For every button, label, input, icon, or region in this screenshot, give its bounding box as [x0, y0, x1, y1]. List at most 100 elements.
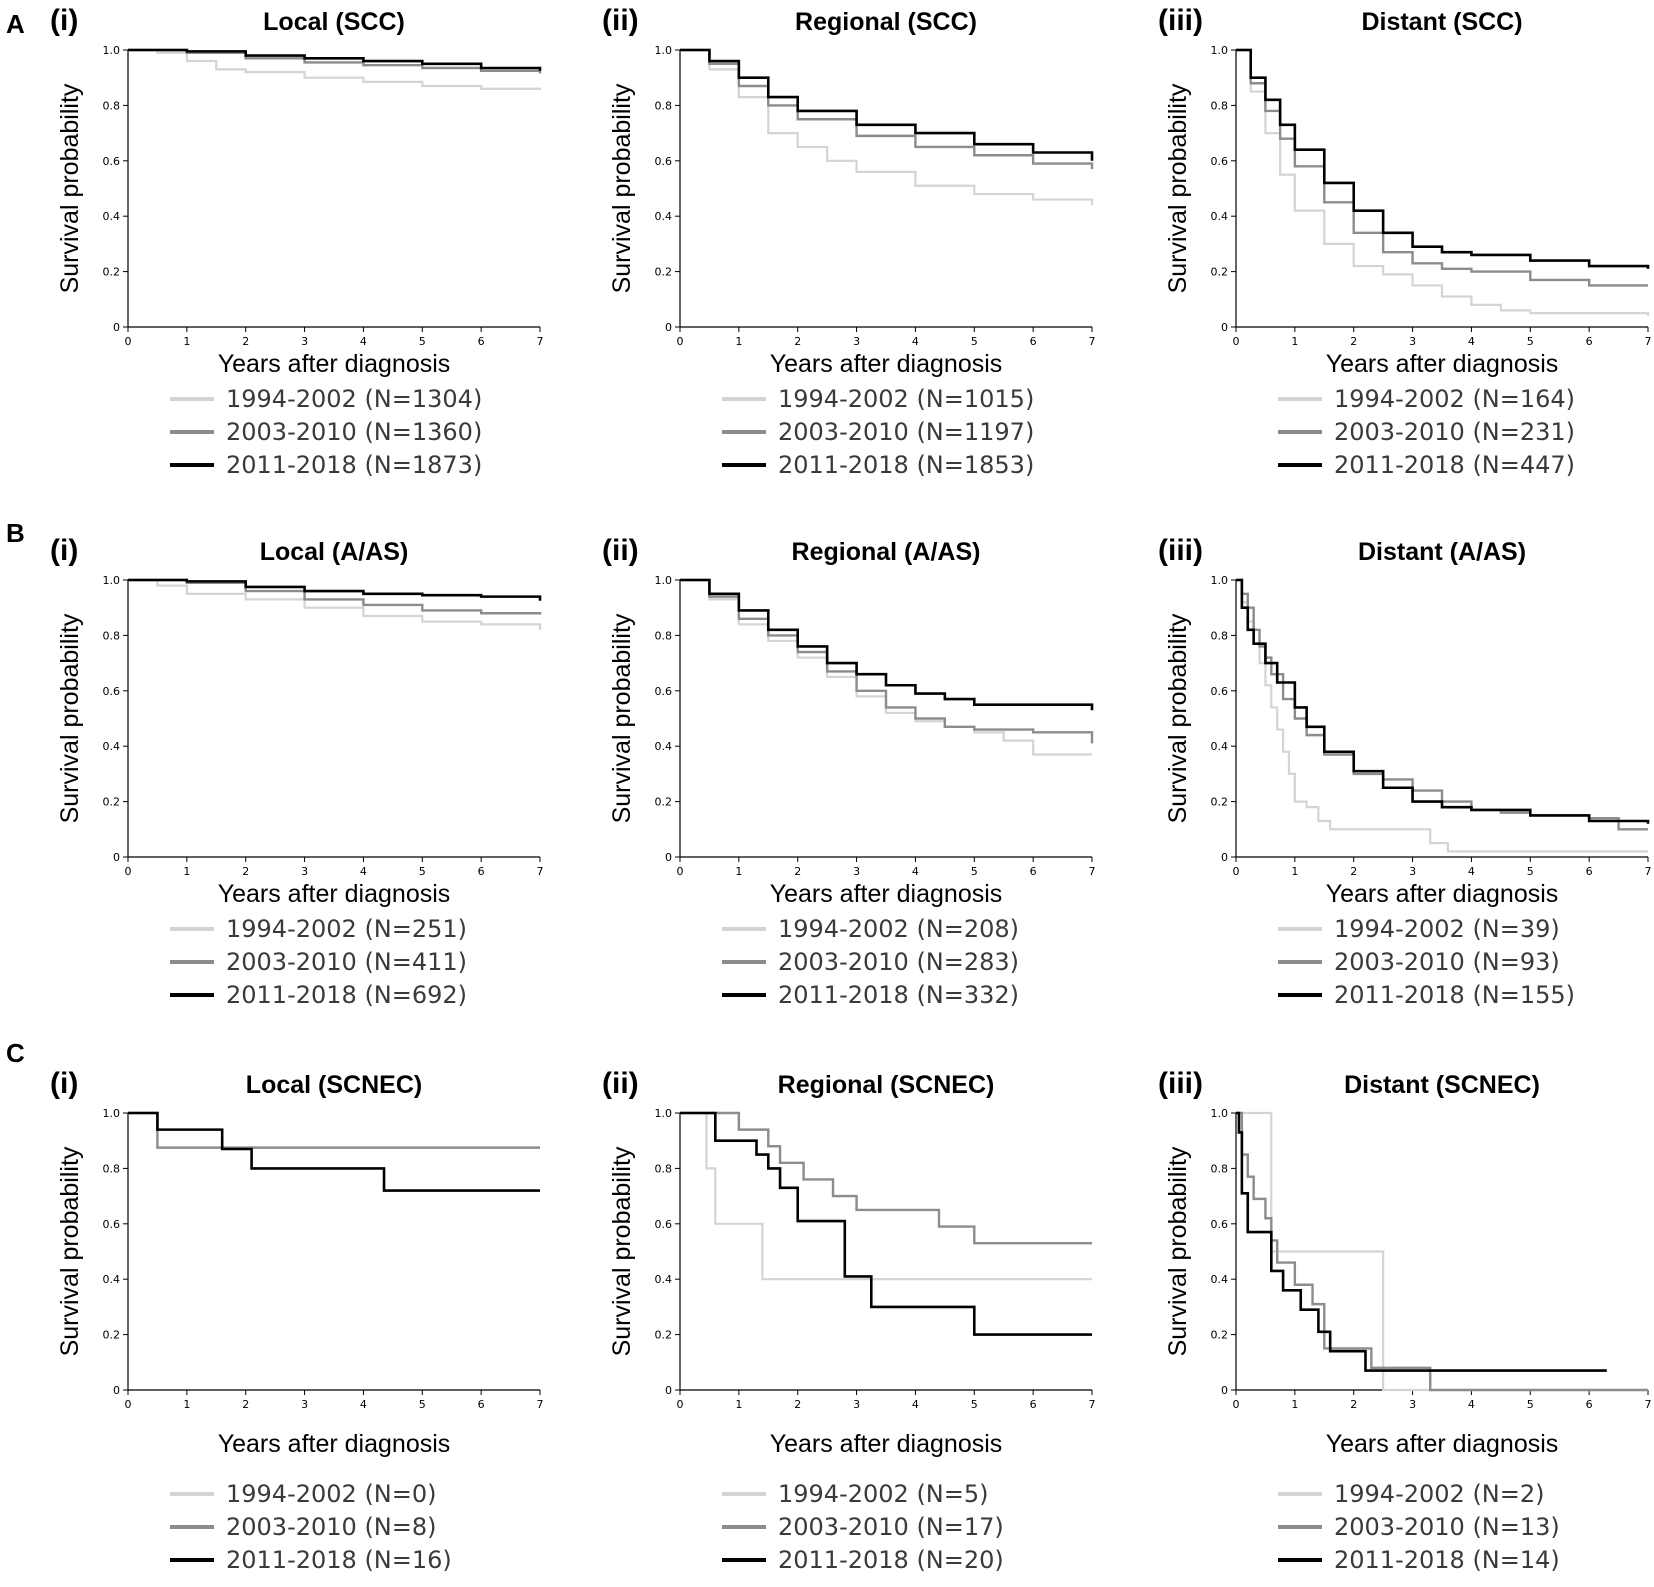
x-tick-label: 5 [1527, 1398, 1534, 1411]
survival-curve-3 [128, 1111, 540, 1192]
survival-curve-1 [1236, 48, 1650, 316]
x-tick-label: 5 [971, 865, 978, 878]
y-tick-label: 0.6 [1211, 1218, 1229, 1231]
y-tick-label: 0.6 [655, 1218, 673, 1231]
y-tick-label: 0.4 [103, 210, 121, 223]
y-tick-label: 0 [665, 1384, 672, 1397]
y-tick-label: 0.4 [1211, 1273, 1229, 1286]
y-tick-label: 0.6 [103, 1218, 121, 1231]
survival-curve-2 [128, 578, 542, 615]
survival-curve-3 [680, 578, 1094, 711]
legend-entry: 2003-2010 (N=1197) [778, 418, 1034, 446]
panel-c-i: (i) Local (SCNEC) 0 0.2 0.4 0.6 0.8 1.0 0 1 2 3 4 5 6 7… [50, 1067, 544, 1574]
row-label-a: A [6, 9, 25, 39]
y-tick-label: 1.0 [1211, 44, 1229, 57]
panel-title: Local (SCNEC) [246, 1071, 422, 1099]
survival-curve-1 [128, 48, 542, 91]
panel-b-ii: (ii) Regional (A/AS) 0 0.2 0.4 0.6 0.8 1.0 0 1 2 3 4… [602, 534, 1096, 1009]
panel-c-iii: (iii) Distant (SCNEC) 0 0.2 0.4 0.6 0.8 1.0 0 1 2 3… [1158, 1067, 1652, 1574]
x-tick-label: 2 [242, 865, 249, 878]
legend-entry: 2003-2010 (N=283) [778, 948, 1019, 976]
panel-number: (ii) [602, 534, 639, 567]
y-axis-label: Survival probability [56, 613, 84, 823]
y-axis-label: Survival probability [608, 1146, 636, 1356]
panel-number: (ii) [602, 1067, 639, 1100]
x-tick-label: 5 [1527, 865, 1534, 878]
x-tick-label: 0 [1233, 1398, 1240, 1411]
y-tick-label: 1.0 [1211, 1107, 1229, 1120]
x-tick-label: 7 [1645, 335, 1652, 348]
legend-entry: 2003-2010 (N=13) [1334, 1513, 1560, 1541]
x-tick-label: 5 [1527, 335, 1534, 348]
x-tick-label: 2 [242, 335, 249, 348]
y-tick-label: 0.2 [1211, 1329, 1229, 1342]
legend-entry: 2003-2010 (N=8) [226, 1513, 437, 1541]
y-tick-label: 0.2 [103, 266, 121, 279]
y-axis-label: Survival probability [1164, 613, 1192, 823]
x-tick-label: 4 [1468, 335, 1475, 348]
y-tick-label: 0.4 [655, 740, 673, 753]
x-tick-label: 3 [301, 335, 308, 348]
y-tick-label: 0.8 [1211, 629, 1229, 642]
x-tick-label: 1 [1291, 335, 1298, 348]
x-tick-label: 5 [971, 1398, 978, 1411]
panel-number: (ii) [602, 4, 639, 37]
x-tick-label: 6 [1030, 865, 1037, 878]
x-tick-label: 6 [478, 1398, 485, 1411]
x-tick-label: 6 [1586, 865, 1593, 878]
x-tick-label: 0 [1233, 335, 1240, 348]
y-tick-label: 0 [665, 321, 672, 334]
panel-number: (i) [50, 534, 78, 567]
axes [679, 50, 1092, 328]
x-tick-label: 6 [478, 335, 485, 348]
legend-entry: 2011-2018 (N=692) [226, 981, 467, 1009]
x-tick-label: 4 [360, 865, 367, 878]
y-tick-label: 0 [1221, 321, 1228, 334]
panel-c-ii: (ii) Regional (SCNEC) 0 0.2 0.4 0.6 0.8 1.0 0 1 2 3… [602, 1067, 1096, 1574]
x-tick-label: 7 [537, 335, 544, 348]
panel-title: Distant (SCC) [1361, 8, 1522, 36]
y-tick-label: 1.0 [1211, 574, 1229, 587]
x-tick-label: 1 [183, 865, 190, 878]
x-tick-label: 2 [1350, 865, 1357, 878]
y-axis-label: Survival probability [608, 83, 636, 293]
survival-curve-1 [680, 48, 1094, 206]
panel-title: Local (SCC) [263, 8, 405, 36]
y-tick-label: 1.0 [655, 1107, 673, 1120]
x-tick-label: 4 [912, 865, 919, 878]
y-tick-label: 0.8 [655, 629, 673, 642]
y-tick-label: 0.2 [655, 796, 673, 809]
axes [127, 1113, 540, 1391]
panel-number: (iii) [1158, 534, 1203, 567]
y-tick-label: 0.4 [103, 740, 121, 753]
x-tick-label: 7 [1645, 865, 1652, 878]
survival-curve-3 [1236, 578, 1650, 824]
survival-curve-2 [1236, 1111, 1648, 1392]
y-tick-label: 0.8 [655, 99, 673, 112]
x-tick-label: 5 [419, 1398, 426, 1411]
y-axis-label: Survival probability [56, 1146, 84, 1356]
legend-entry: 2003-2010 (N=231) [1334, 418, 1575, 446]
panel-title: Distant (A/AS) [1358, 538, 1526, 566]
panel-title: Local (A/AS) [260, 538, 409, 566]
y-tick-label: 0.2 [1211, 266, 1229, 279]
x-tick-label: 1 [735, 865, 742, 878]
x-tick-label: 2 [242, 1398, 249, 1411]
panel-number: (iii) [1158, 4, 1203, 37]
legend-entry: 1994-2002 (N=5) [778, 1480, 989, 1508]
x-tick-label: 0 [677, 1398, 684, 1411]
x-axis-label: Years after diagnosis [770, 880, 1003, 908]
legend-entry: 2011-2018 (N=155) [1334, 981, 1575, 1009]
legend-entry: 1994-2002 (N=0) [226, 1480, 437, 1508]
legend-entry: 1994-2002 (N=1304) [226, 385, 482, 413]
y-tick-label: 0.6 [655, 685, 673, 698]
panel-title: Regional (A/AS) [792, 538, 981, 566]
legend-entry: 2011-2018 (N=332) [778, 981, 1019, 1009]
y-tick-label: 0 [1221, 851, 1228, 864]
y-tick-label: 1.0 [103, 1107, 121, 1120]
y-tick-label: 0.4 [655, 1273, 673, 1286]
y-tick-label: 0 [113, 1384, 120, 1397]
legend-entry: 2003-2010 (N=93) [1334, 948, 1560, 976]
x-axis-label: Years after diagnosis [1326, 350, 1559, 378]
